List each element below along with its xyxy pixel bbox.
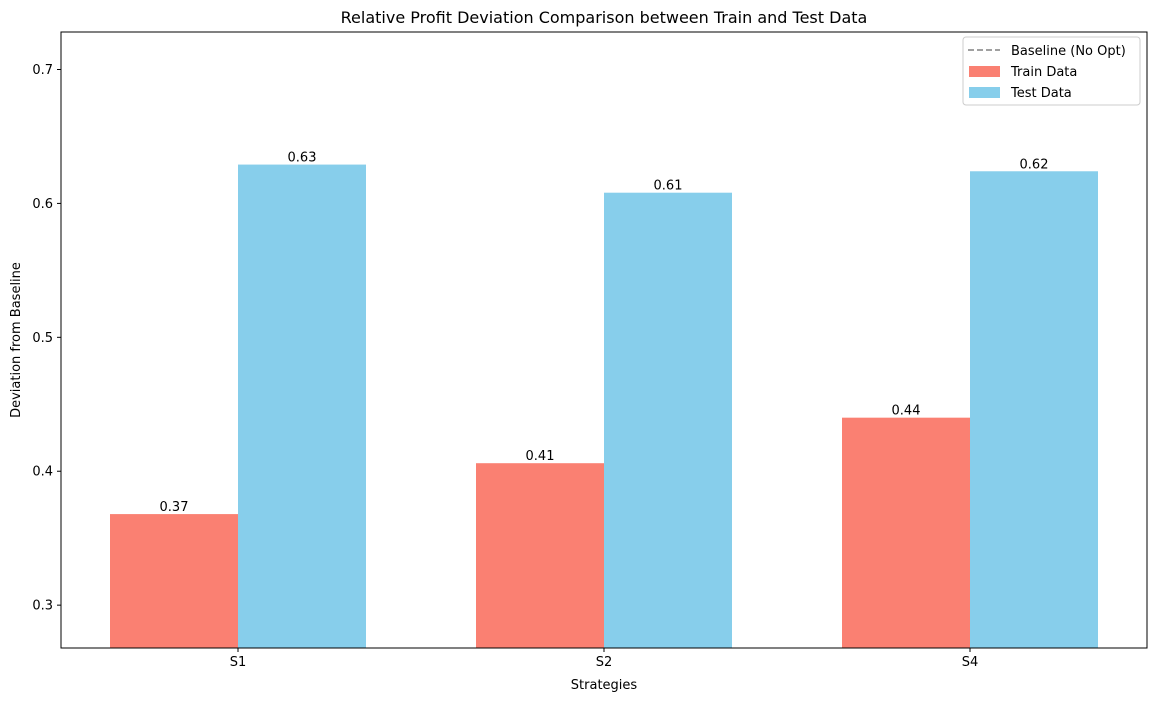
bar-test-data-s2	[604, 192, 732, 648]
y-tick-label: 0.3	[32, 599, 53, 614]
legend-frame	[962, 36, 1141, 106]
data-label-train-data-s1: 0.37	[160, 500, 189, 515]
plot-area: 0.37 0.41 0.44 0.63 0.61 0.62	[110, 151, 1098, 648]
bar-train-data-s1	[110, 514, 238, 648]
legend-label-baseline: Baseline (No Opt)	[1011, 44, 1126, 59]
y-axis-label: Deviation from Baseline	[9, 262, 24, 418]
bar-train-data-s4	[842, 417, 970, 648]
data-label-test-data-s4: 0.62	[1020, 157, 1049, 172]
y-tick-label: 0.7	[32, 63, 53, 78]
y-axis: 0.3 0.4 0.5 0.6 0.7	[32, 63, 61, 614]
data-label-test-data-s1: 0.63	[288, 151, 317, 166]
chart-title: Relative Profit Deviation Comparison bet…	[341, 8, 868, 27]
legend-label-train: Train Data	[1010, 65, 1077, 80]
x-tick-label-s2: S2	[596, 655, 613, 670]
y-tick-label: 0.5	[32, 331, 53, 346]
x-axis: S1 S2 S4	[230, 648, 979, 670]
legend-label-test: Test Data	[1010, 86, 1072, 101]
x-tick-label-s4: S4	[962, 655, 979, 670]
legend: Baseline (No Opt) Train Data Test Data	[962, 36, 1141, 106]
legend-swatch-test	[969, 87, 1000, 98]
bar-train-data-s2	[476, 463, 604, 648]
x-tick-label-s1: S1	[230, 655, 247, 670]
data-label-test-data-s2: 0.61	[654, 179, 683, 194]
data-label-train-data-s2: 0.41	[526, 449, 555, 464]
bar-test-data-s1	[238, 164, 366, 648]
data-label-train-data-s4: 0.44	[892, 404, 921, 419]
y-tick-label: 0.4	[32, 465, 53, 480]
x-axis-label: Strategies	[571, 678, 638, 693]
legend-swatch-train	[969, 66, 1000, 77]
y-tick-label: 0.6	[32, 197, 53, 212]
bar-test-data-s4	[970, 171, 1098, 648]
